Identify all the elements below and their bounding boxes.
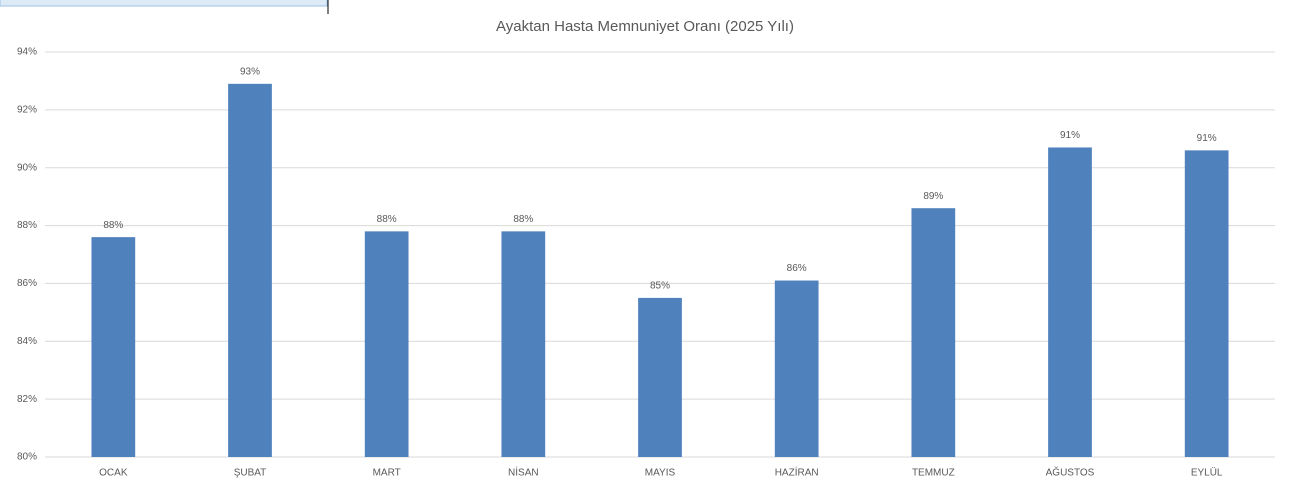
data-label: 85% — [650, 281, 670, 292]
x-tick-label: AĞUSTOS — [1046, 466, 1095, 479]
bar — [911, 208, 956, 457]
data-label: 88% — [377, 214, 397, 225]
y-tick-label: 84% — [17, 336, 37, 347]
data-label: 86% — [787, 263, 807, 274]
bar — [501, 231, 546, 457]
y-tick-label: 80% — [17, 452, 37, 463]
data-label: 89% — [923, 191, 943, 202]
bar — [228, 83, 272, 458]
y-tick-label: 82% — [17, 394, 37, 405]
y-tick-label: 94% — [17, 47, 37, 58]
data-label: 91% — [1197, 133, 1217, 144]
bar — [774, 280, 819, 457]
x-tick-label: EYLÜL — [1191, 467, 1223, 479]
data-label: 91% — [1060, 130, 1080, 141]
x-tick-label: HAZİRAN — [775, 466, 819, 479]
data-label: 93% — [240, 66, 260, 77]
y-tick-label: 88% — [17, 220, 37, 231]
x-tick-label: MART — [373, 468, 401, 479]
y-tick-label: 92% — [17, 104, 37, 115]
bar — [1048, 147, 1092, 457]
cell-fragment — [0, 0, 328, 7]
chart-title: Ayaktan Hasta Memnuniyet Oranı (2025 Yıl… — [496, 18, 794, 35]
y-tick-label: 90% — [17, 162, 37, 173]
bar — [91, 237, 136, 457]
y-tick-label: 86% — [17, 278, 37, 289]
data-label: 88% — [103, 220, 123, 231]
x-tick-label: TEMMUZ — [912, 468, 955, 479]
x-tick-label: OCAK — [99, 468, 128, 479]
data-label: 88% — [513, 214, 533, 225]
bar — [1184, 150, 1229, 457]
bar — [638, 297, 682, 457]
bar — [364, 231, 409, 457]
x-tick-label: MAYIS — [645, 468, 676, 479]
x-tick-label: NİSAN — [508, 466, 539, 479]
x-tick-label: ŞUBAT — [234, 468, 267, 479]
